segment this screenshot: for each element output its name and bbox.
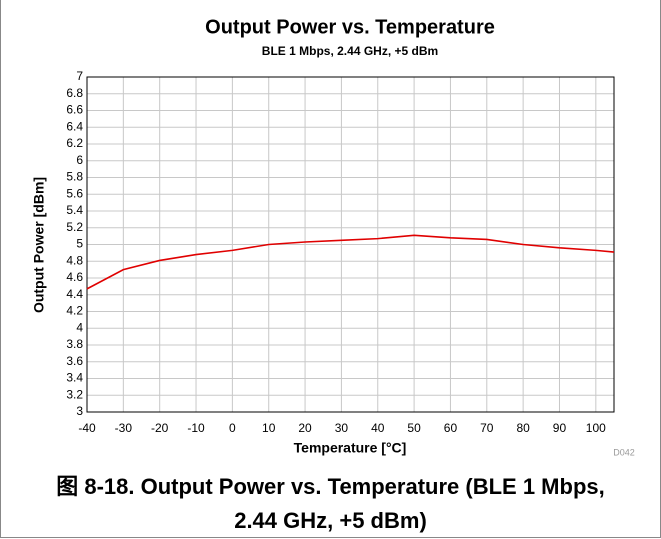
y-tick-label: 4.8 bbox=[66, 253, 83, 267]
chart-title: Output Power vs. Temperature bbox=[205, 16, 495, 38]
y-tick-label: 7 bbox=[76, 69, 83, 83]
x-tick-label: -10 bbox=[187, 421, 205, 435]
y-tick-label: 6.6 bbox=[66, 103, 83, 117]
figure-id: D042 bbox=[613, 447, 635, 457]
y-tick-label: 6 bbox=[76, 153, 83, 167]
y-axis-label: Output Power [dBm] bbox=[31, 177, 47, 313]
plot-border bbox=[86, 76, 615, 413]
y-tick-label: 6.2 bbox=[66, 136, 83, 150]
x-axis-label: Temperature [°C] bbox=[294, 440, 407, 456]
x-tick-label: 60 bbox=[444, 421, 458, 435]
y-tick-label: 4.6 bbox=[66, 270, 83, 284]
x-tick-label: 50 bbox=[407, 421, 421, 435]
caption: 图 8-18. Output Power vs. Temperature (BL… bbox=[56, 474, 605, 533]
y-tick-label: 3.6 bbox=[66, 354, 83, 368]
y-tick-label: 6.8 bbox=[66, 86, 83, 100]
x-tick-label: 90 bbox=[553, 421, 567, 435]
x-tick-label: 40 bbox=[371, 421, 385, 435]
y-tick-label: 3 bbox=[76, 404, 83, 418]
y-tick-label: 5.8 bbox=[66, 170, 83, 184]
y-tick-label: 4.2 bbox=[66, 304, 83, 318]
x-tick-label: 10 bbox=[262, 421, 276, 435]
x-tick-label: 100 bbox=[586, 421, 606, 435]
x-tick-label: 80 bbox=[516, 421, 530, 435]
x-tick-label: 30 bbox=[335, 421, 349, 435]
x-tick-label: -20 bbox=[151, 421, 169, 435]
y-tick-label: 3.8 bbox=[66, 337, 83, 351]
chart-subtitle: BLE 1 Mbps, 2.44 GHz, +5 dBm bbox=[262, 44, 438, 58]
y-tick-label: 5.4 bbox=[66, 203, 83, 217]
x-tick-label: 20 bbox=[298, 421, 312, 435]
x-tick-label: -40 bbox=[78, 421, 96, 435]
data-line bbox=[86, 234, 615, 290]
y-tick-label: 4.4 bbox=[66, 287, 83, 301]
x-tick-label: 70 bbox=[480, 421, 494, 435]
y-tick-label: 5 bbox=[76, 237, 83, 251]
y-tick-label: 4 bbox=[76, 320, 83, 334]
x-tick-label: 0 bbox=[229, 421, 236, 435]
y-tick-label: 5.6 bbox=[66, 186, 83, 200]
x-tick-label: -30 bbox=[115, 421, 133, 435]
y-tick-label: 5.2 bbox=[66, 220, 83, 234]
y-tick-label: 6.4 bbox=[66, 119, 83, 133]
y-tick-label: 3.4 bbox=[66, 371, 83, 385]
y-tick-label: 3.2 bbox=[66, 387, 83, 401]
chart: Output Power vs. Temperature BLE 1 Mbps,… bbox=[31, 16, 635, 457]
